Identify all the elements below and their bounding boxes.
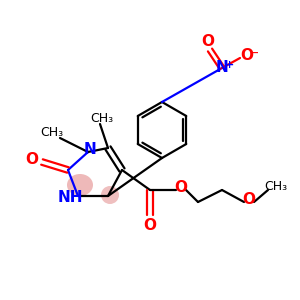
Text: O: O: [242, 191, 256, 206]
Text: O: O: [175, 179, 188, 194]
Text: CH₃: CH₃: [90, 112, 114, 124]
Text: CH₃: CH₃: [264, 181, 288, 194]
Text: O: O: [241, 49, 254, 64]
Ellipse shape: [101, 186, 119, 204]
Text: O: O: [143, 218, 157, 232]
Text: N: N: [216, 61, 228, 76]
Ellipse shape: [67, 174, 93, 196]
Text: CH₃: CH₃: [40, 127, 64, 140]
Text: N: N: [84, 142, 96, 158]
Text: O: O: [202, 34, 214, 50]
Text: ⁻: ⁻: [251, 49, 259, 64]
Text: NH: NH: [57, 190, 83, 205]
Text: +: +: [225, 60, 235, 70]
Text: O: O: [26, 152, 38, 167]
